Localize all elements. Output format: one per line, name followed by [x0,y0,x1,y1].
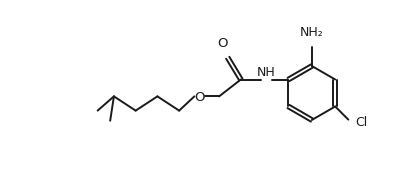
Text: NH₂: NH₂ [300,26,324,39]
Text: O: O [217,37,228,50]
Text: NH: NH [257,66,276,79]
Text: Cl: Cl [355,116,367,129]
Text: O: O [194,91,205,104]
